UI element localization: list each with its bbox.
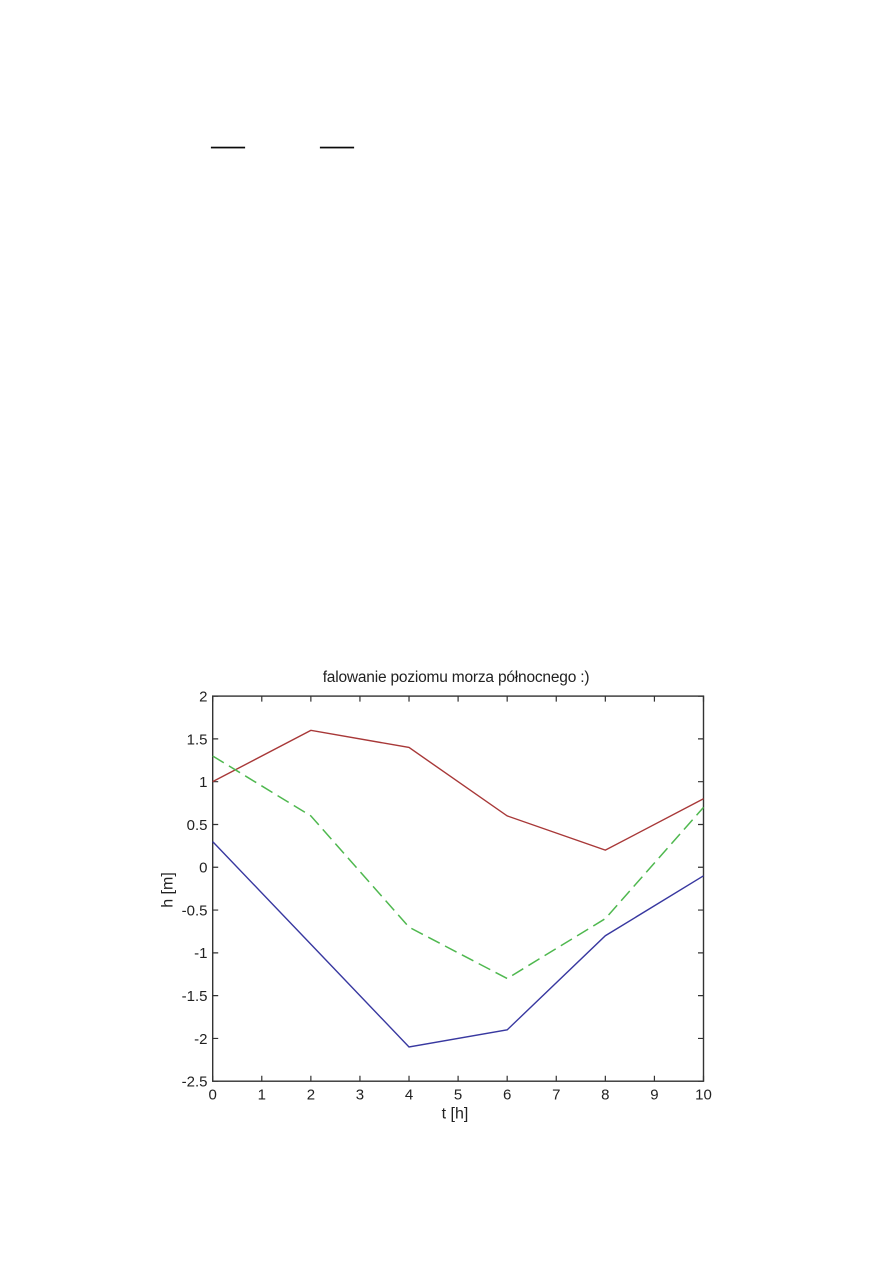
svg-text:0: 0 xyxy=(199,860,207,877)
svg-text:2: 2 xyxy=(199,689,207,706)
svg-text:3: 3 xyxy=(356,1087,364,1104)
svg-text:-1.5: -1.5 xyxy=(182,988,208,1005)
svg-text:-2: -2 xyxy=(194,1031,207,1048)
svg-text:1: 1 xyxy=(199,774,207,791)
svg-text:falowanie poziomu morza północ: falowanie poziomu morza północnego :) xyxy=(323,669,590,686)
svg-text:7: 7 xyxy=(552,1087,560,1104)
svg-text:9: 9 xyxy=(650,1087,658,1104)
svg-text:-0.5: -0.5 xyxy=(182,902,208,919)
svg-text:1: 1 xyxy=(258,1087,266,1104)
svg-text:2: 2 xyxy=(307,1087,315,1104)
svg-text:4: 4 xyxy=(405,1087,413,1104)
svg-text:-1: -1 xyxy=(194,945,207,962)
svg-text:0.5: 0.5 xyxy=(187,817,208,834)
svg-text:5: 5 xyxy=(454,1087,462,1104)
svg-text:t [h]: t [h] xyxy=(442,1105,469,1122)
svg-text:1.5: 1.5 xyxy=(187,731,208,748)
svg-text:-2.5: -2.5 xyxy=(182,1074,208,1091)
svg-text:h [m]: h [m] xyxy=(160,872,177,908)
svg-text:0: 0 xyxy=(209,1087,217,1104)
svg-text:6: 6 xyxy=(503,1087,511,1104)
svg-text:10: 10 xyxy=(695,1087,712,1104)
svg-text:8: 8 xyxy=(601,1087,609,1104)
